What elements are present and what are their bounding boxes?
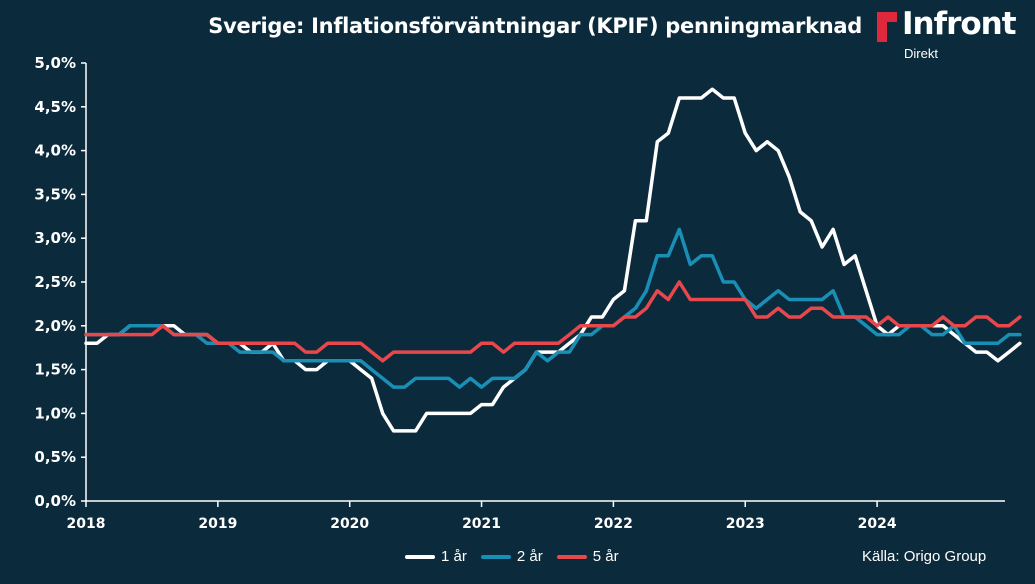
legend-swatch-5ar [556,554,587,559]
legend-label-2ar: 2 år [516,548,543,565]
legend-swatch-2ar [480,554,511,559]
legend: 1 år 2 år 5 år [405,548,619,565]
y-tick-label: 3,0% [34,229,76,247]
x-tick-label: 2022 [594,516,633,532]
legend-item-5ar[interactable]: 5 år [556,548,619,565]
infront-mark-icon [877,12,897,42]
y-tick-label: 2,5% [34,273,76,291]
y-axis: 0,0% 0,5% 1,0% 1,5% 2,0% 2,5% 3,0% 3,5% 4,0% 4,5%… [34,54,86,510]
x-axis: 2018 2019 2020 2021 2022 2023 2024 [67,501,897,532]
x-tick-label: 2024 [858,516,897,532]
y-tick-label: 4,5% [34,98,76,116]
source-note: Källa: Origo Group [862,548,987,565]
y-tick-label: 1,5% [34,361,76,379]
brand-sub: Direkt [904,46,938,61]
brand-logo: Infront Direkt [874,6,1034,62]
series-line-5ar [84,280,1022,363]
legend-swatch-1ar [405,554,435,559]
brand-name: Infront [902,6,1017,42]
legend-item-2ar[interactable]: 2 år [480,548,543,565]
y-tick-label: 1,0% [34,404,76,422]
legend-item-1ar[interactable]: 1 år [405,548,467,565]
x-tick-label: 2023 [726,516,765,532]
series-line-1ar [84,87,1022,433]
y-tick-label: 0,0% [34,492,76,510]
series-layer [84,87,1022,433]
legend-label-5ar: 5 år [592,548,619,565]
x-tick-label: 2019 [198,516,237,532]
x-tick-label: 2018 [67,516,106,532]
series-line-2ar [84,227,1022,389]
chart-title: Sverige: Inflationsförväntningar (KPIF) … [208,14,862,38]
x-tick-label: 2021 [462,516,501,532]
x-tick-label: 2020 [330,516,369,532]
y-tick-label: 4,0% [34,142,76,160]
y-tick-label: 0,5% [34,448,76,466]
y-tick-label: 2,0% [34,317,76,335]
legend-label-1ar: 1 år [441,548,467,565]
y-tick-label: 5,0% [34,54,76,72]
y-tick-label: 3,5% [34,185,76,203]
